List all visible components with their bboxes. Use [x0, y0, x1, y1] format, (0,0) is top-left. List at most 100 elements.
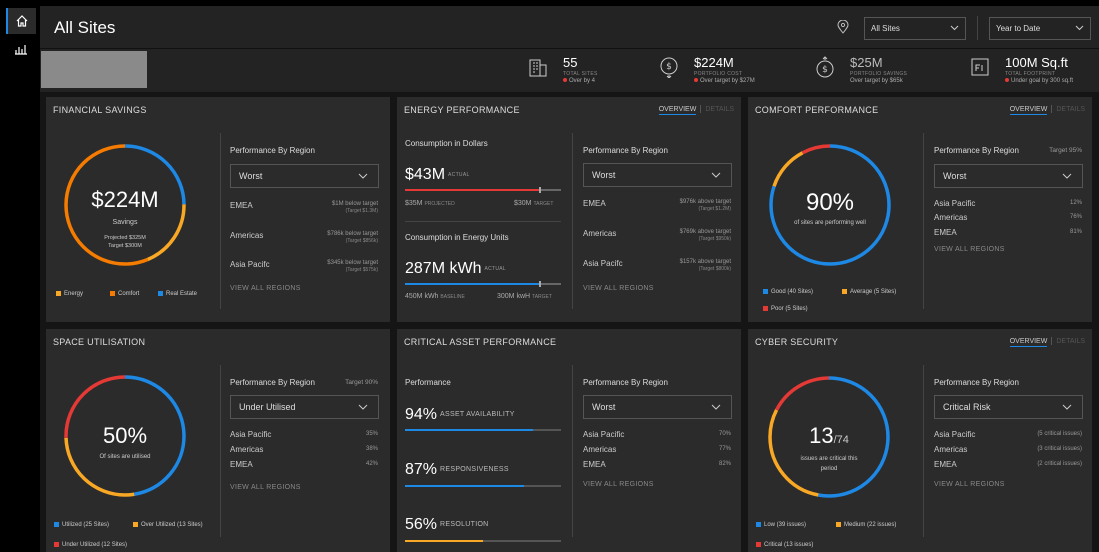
financial-savings-card: FINANCIAL SAVINGS $224M Savings Projecte… — [46, 97, 390, 322]
region-name: EMEA — [230, 201, 253, 210]
critical-asset-card: CRITICAL ASSET PERFORMANCE Performance 9… — [397, 329, 741, 552]
donut-sub: Of sites are utilised — [99, 454, 151, 460]
view-all-regions-link[interactable]: VIEW ALL REGIONS — [583, 481, 654, 488]
view-all-regions-link[interactable]: VIEW ALL REGIONS — [230, 484, 301, 491]
kpi-label: PORTFOLIO COST — [694, 71, 743, 77]
kpi-portfolio-savings[interactable]: $ $25M PORTFOLIO SAVINGS Over target by … — [814, 51, 944, 91]
region-name: Asia Pacifc — [583, 259, 623, 268]
region-name: Americas — [934, 213, 968, 222]
dollars-projected: $35M PROJECTED — [405, 200, 455, 207]
donut-sub: issues are critical this period — [800, 456, 858, 472]
card-divider — [923, 365, 924, 537]
legend-energy: Energy — [56, 291, 83, 297]
region-name: EMEA — [934, 228, 957, 237]
kpi-label: PORTFOLIO SAVINGS — [850, 71, 908, 77]
tab-overview[interactable]: OVERVIEW — [1009, 105, 1048, 115]
region-value: 70% — [718, 431, 731, 437]
view-all-regions-link[interactable]: VIEW ALL REGIONS — [934, 481, 1005, 488]
card-divider — [572, 365, 573, 537]
responsiveness-value: 87% RESPONSIVENESS — [405, 461, 509, 478]
view-all-regions-link[interactable]: VIEW ALL REGIONS — [934, 246, 1005, 253]
kpi-portfolio-cost[interactable]: $ $224M PORTFOLIO COST Over target by $2… — [658, 51, 798, 91]
location-icon[interactable] — [837, 20, 849, 34]
region-name: Asia Pacific — [583, 430, 625, 439]
card-divider — [923, 133, 924, 309]
donut-value: 90% — [805, 189, 855, 216]
perf-by-region-label: Performance By Region — [583, 146, 668, 155]
chevron-down-icon — [711, 404, 721, 410]
region-value: 12% — [1069, 200, 1082, 206]
tab-overview[interactable]: OVERVIEW — [658, 105, 697, 115]
donut-value: $224M — [91, 187, 159, 212]
energy-performance-card: ENERGY PERFORMANCE OVERVIEW DETAILS Consu… — [397, 97, 741, 322]
home-nav-button[interactable] — [6, 8, 36, 34]
region-value: 81% — [1069, 229, 1082, 235]
perf-by-region-label: Performance By Region — [230, 146, 315, 155]
region-name: Asia Pacific — [230, 430, 272, 439]
period-select[interactable]: Year to Date — [989, 17, 1091, 40]
kpi-total-sites[interactable]: 55 TOTAL SITES Over by 4 — [527, 51, 647, 91]
card-title: SPACE UTILISATION — [53, 337, 146, 347]
units-value: 287M kWh ACTUAL — [405, 260, 506, 277]
header-divider — [977, 16, 978, 40]
card-title: CRITICAL ASSET PERFORMANCE — [404, 337, 557, 347]
alert-dot — [563, 78, 567, 83]
financial-region-dropdown[interactable]: Worst — [230, 164, 379, 188]
dollar-up-icon: $ — [816, 56, 834, 78]
kpi-sub: Over target by $65k — [850, 78, 903, 84]
legend-comfort: Comfort — [110, 291, 139, 297]
space-donut — [64, 375, 186, 497]
region-value: 42% — [365, 461, 378, 467]
comfort-region-dropdown[interactable]: Worst — [934, 164, 1083, 188]
region-name: Asia Pacific — [934, 199, 976, 208]
space-utilisation-card: SPACE UTILISATION 50% Of sites are utili… — [46, 329, 390, 552]
cyber-region-dropdown[interactable]: Critical Risk — [934, 395, 1083, 419]
comfort-performance-card: COMFORT PERFORMANCE OVERVIEW DETAILS 90% … — [748, 97, 1092, 322]
critical-region-dropdown[interactable]: Worst — [583, 395, 732, 419]
chevron-down-icon — [1062, 173, 1072, 179]
view-all-regions-link[interactable]: VIEW ALL REGIONS — [230, 285, 301, 292]
region-name: Americas — [230, 445, 264, 454]
region-name: EMEA — [583, 460, 606, 469]
region-value: 82% — [718, 461, 731, 467]
logo-placeholder — [41, 51, 147, 88]
kpi-label: TOTAL FOOTPRINT — [1005, 71, 1056, 77]
space-region-dropdown[interactable]: Under Utilised — [230, 395, 379, 419]
performance-label: Performance — [405, 378, 451, 387]
cyber-donut — [768, 376, 890, 498]
dollars-bar — [405, 187, 561, 193]
legend-low: Low (39 issues) — [756, 522, 806, 528]
analytics-nav-button[interactable] — [6, 36, 36, 62]
tab-overview[interactable]: OVERVIEW — [1009, 337, 1048, 347]
card-title: COMFORT PERFORMANCE — [755, 105, 879, 115]
energy-region-dropdown[interactable]: Worst — [583, 163, 732, 187]
region-value: $976k above target (Target $1.2M) — [679, 199, 731, 212]
kpi-total-footprint[interactable]: 100M Sq.ft TOTAL FOOTPRINT Under goal by… — [969, 51, 1097, 91]
donut-sub: of sites are performing well — [794, 220, 866, 226]
site-select[interactable]: All Sites — [864, 17, 966, 40]
tab-details[interactable]: DETAILS — [1056, 105, 1085, 113]
dropdown-value: Critical Risk — [943, 402, 991, 412]
view-all-regions-link[interactable]: VIEW ALL REGIONS — [583, 285, 654, 292]
chevron-down-icon — [950, 25, 959, 31]
region-name: EMEA — [934, 460, 957, 469]
region-name: Americas — [230, 231, 264, 240]
alert-dot — [1005, 78, 1009, 83]
card-title: FINANCIAL SAVINGS — [53, 105, 147, 115]
perf-by-region-label: Performance By Region — [230, 378, 315, 387]
tab-details[interactable]: DETAILS — [1056, 337, 1085, 345]
tab-details[interactable]: DETAILS — [705, 105, 734, 113]
donut-value: 13/74 — [809, 423, 849, 448]
alert-dot — [694, 78, 698, 83]
kpi-sub: Over target by $27M — [694, 78, 755, 84]
region-value: (5 critical issues) — [1037, 431, 1082, 437]
perf-by-region-label: Performance By Region — [934, 146, 1019, 155]
region-value: 76% — [1069, 214, 1082, 220]
units-title: Consumption in Energy Units — [405, 233, 509, 242]
dropdown-value: Under Utilised — [239, 402, 296, 412]
card-divider — [220, 133, 221, 309]
chevron-down-icon — [358, 173, 368, 179]
dollar-down-icon: $ — [660, 57, 678, 78]
units-baseline: 450M kWh BASELINE — [405, 293, 465, 300]
region-value: $1M below target (Target $1.3M) — [331, 201, 378, 214]
